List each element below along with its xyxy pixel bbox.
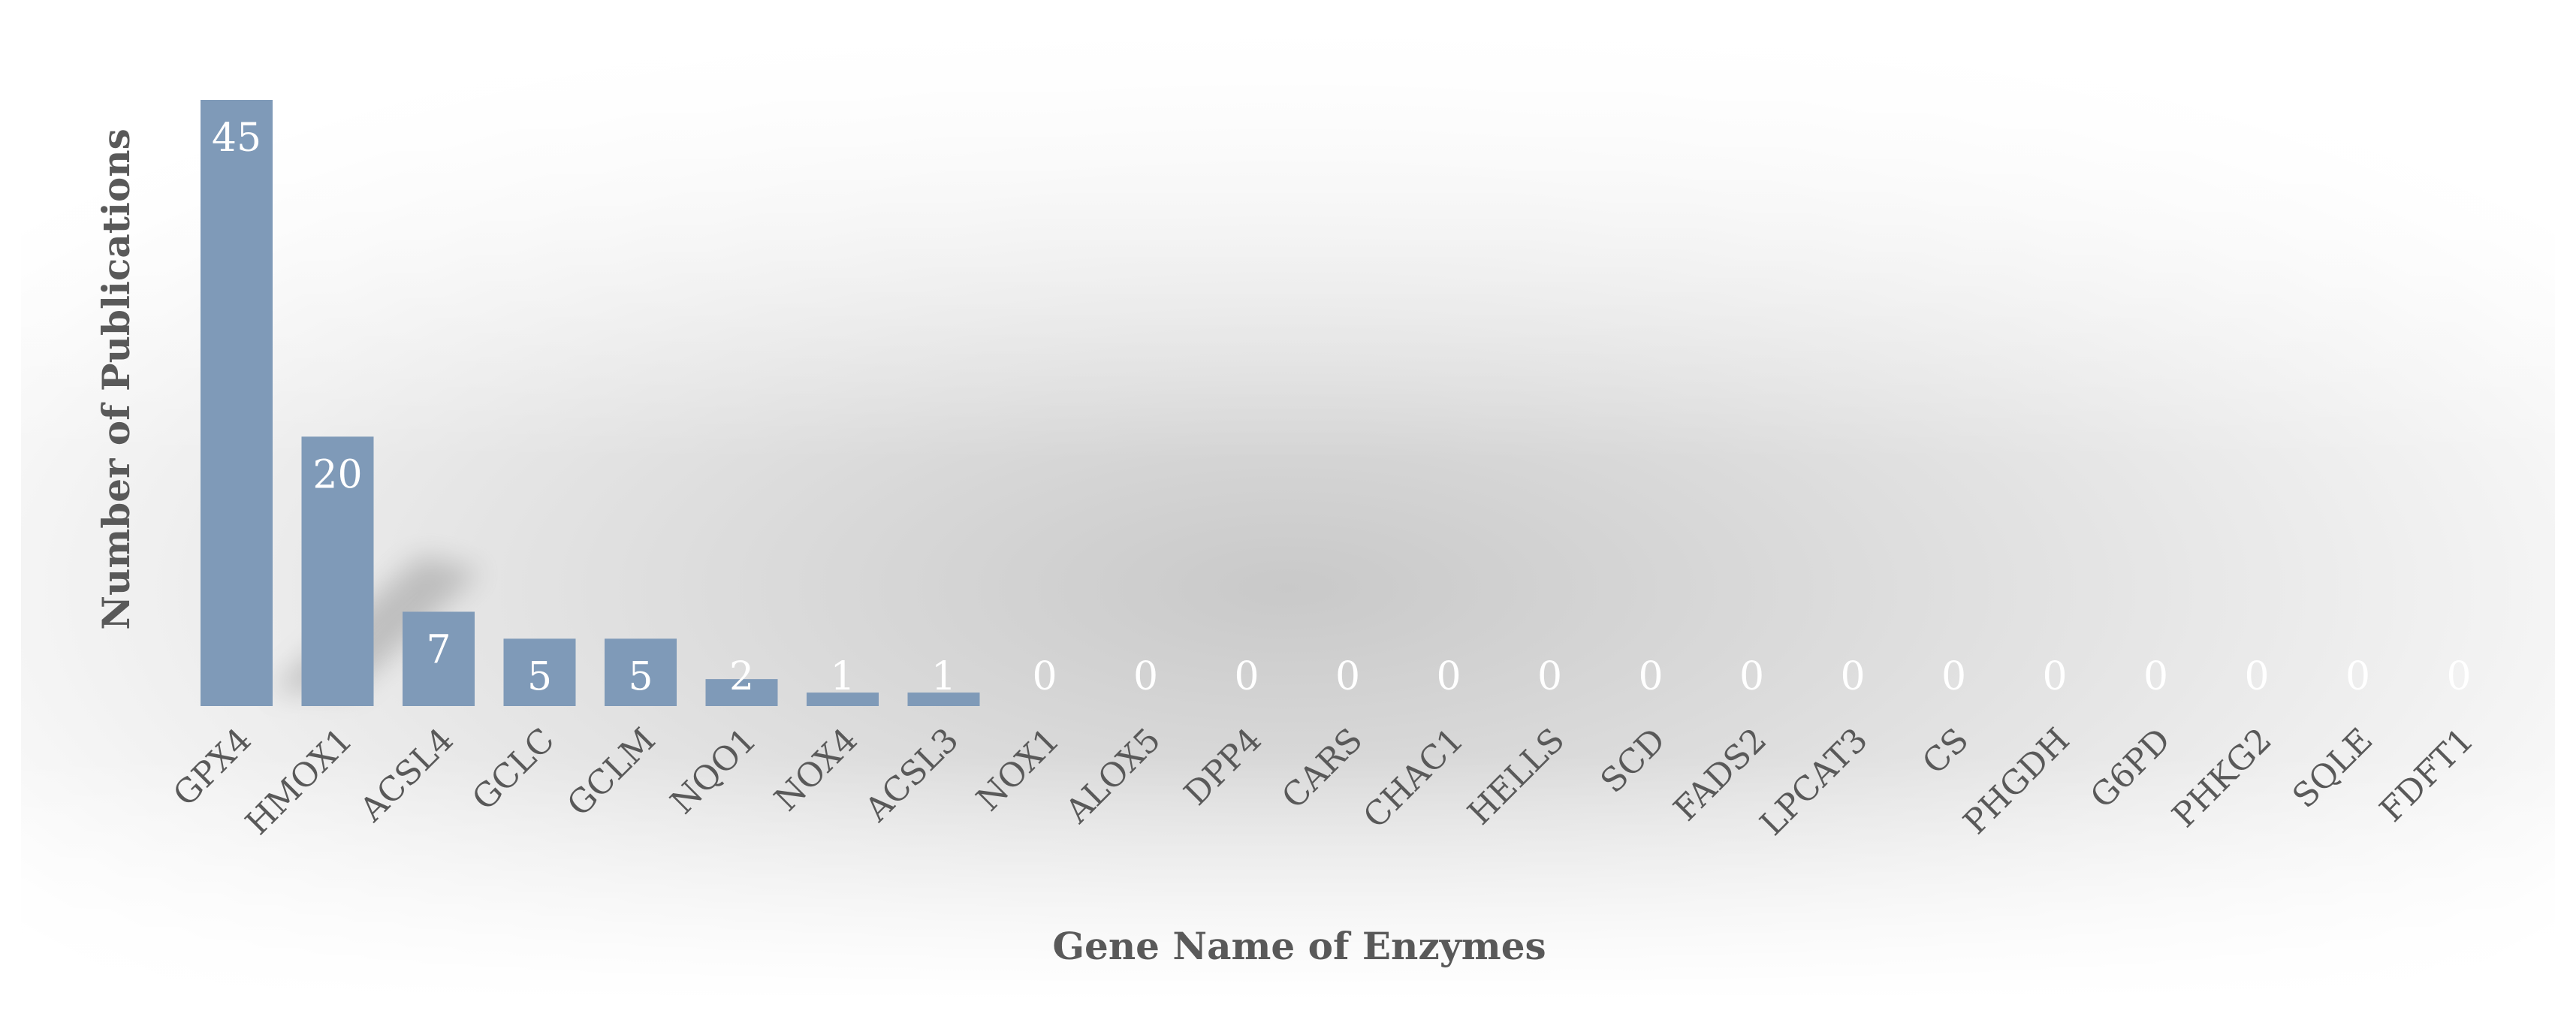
plot-background-fade (21, 19, 2555, 1000)
value-label-gclm: 5 (628, 654, 653, 699)
value-label-hells: 0 (1537, 654, 1562, 699)
bar-nox4 (807, 693, 879, 706)
value-label-alox5: 0 (1133, 654, 1158, 699)
value-labels-group: 45 20 7 5 5 2 1 1 0 0 0 0 0 0 0 0 0 0 0 0 0 0 0 (212, 116, 2472, 699)
value-label-phgdh: 0 (2042, 654, 2067, 699)
bar-nqo1 (705, 679, 778, 706)
value-label-sqle: 0 (2345, 654, 2370, 699)
value-label-cars: 0 (1335, 654, 1360, 699)
value-label-dpp4: 0 (1234, 654, 1259, 699)
bar-gpx4 (201, 100, 273, 706)
value-label-hmox1: 20 (312, 452, 362, 497)
value-label-phkg2: 0 (2244, 654, 2269, 699)
value-label-g6pd: 0 (2143, 654, 2168, 699)
value-label-nqo1: 2 (729, 654, 754, 699)
bar-hmox1 (301, 436, 374, 706)
bar-gclc (503, 638, 576, 706)
bars-group (201, 100, 980, 706)
y-axis-label: Number of Publications (94, 128, 138, 629)
value-label-scd: 0 (1638, 654, 1663, 699)
value-label-lpcat3: 0 (1840, 654, 1865, 699)
value-label-acsl4: 7 (426, 627, 451, 672)
bar-acsl4 (403, 611, 475, 706)
value-label-nox1: 0 (1032, 654, 1057, 699)
value-label-acsl3: 1 (931, 654, 956, 699)
bar-acsl3 (907, 693, 980, 706)
value-label-cs: 0 (1941, 654, 1966, 699)
value-label-gpx4: 45 (212, 116, 261, 161)
value-label-gclc: 5 (527, 654, 552, 699)
value-label-nox4: 1 (830, 654, 855, 699)
value-label-chac1: 0 (1436, 654, 1461, 699)
x-axis-label: Gene Name of Enzymes (1052, 924, 1546, 968)
bar-gclm (605, 638, 677, 706)
value-label-fads2: 0 (1739, 654, 1764, 699)
value-label-fdft1: 0 (2446, 654, 2471, 699)
